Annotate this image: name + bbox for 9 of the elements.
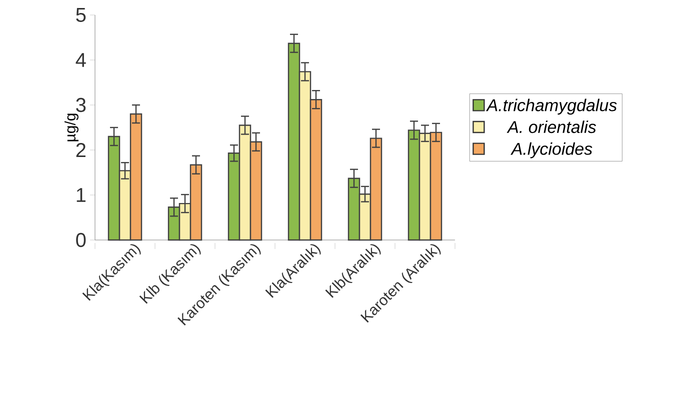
y-tick-label: 1 bbox=[76, 188, 86, 202]
legend-label: A.trichamygdalus bbox=[486, 98, 617, 115]
y-tick-label: 2 bbox=[76, 143, 86, 157]
y-tick-label: 3 bbox=[76, 98, 86, 112]
legend-label: A.lycioides bbox=[510, 142, 592, 158]
y-axis-title: µg/g bbox=[64, 114, 78, 142]
legend-label: A. orientalis bbox=[506, 120, 596, 134]
y-tick-label: 5 bbox=[76, 8, 86, 22]
y-tick-label: 4 bbox=[76, 53, 86, 67]
